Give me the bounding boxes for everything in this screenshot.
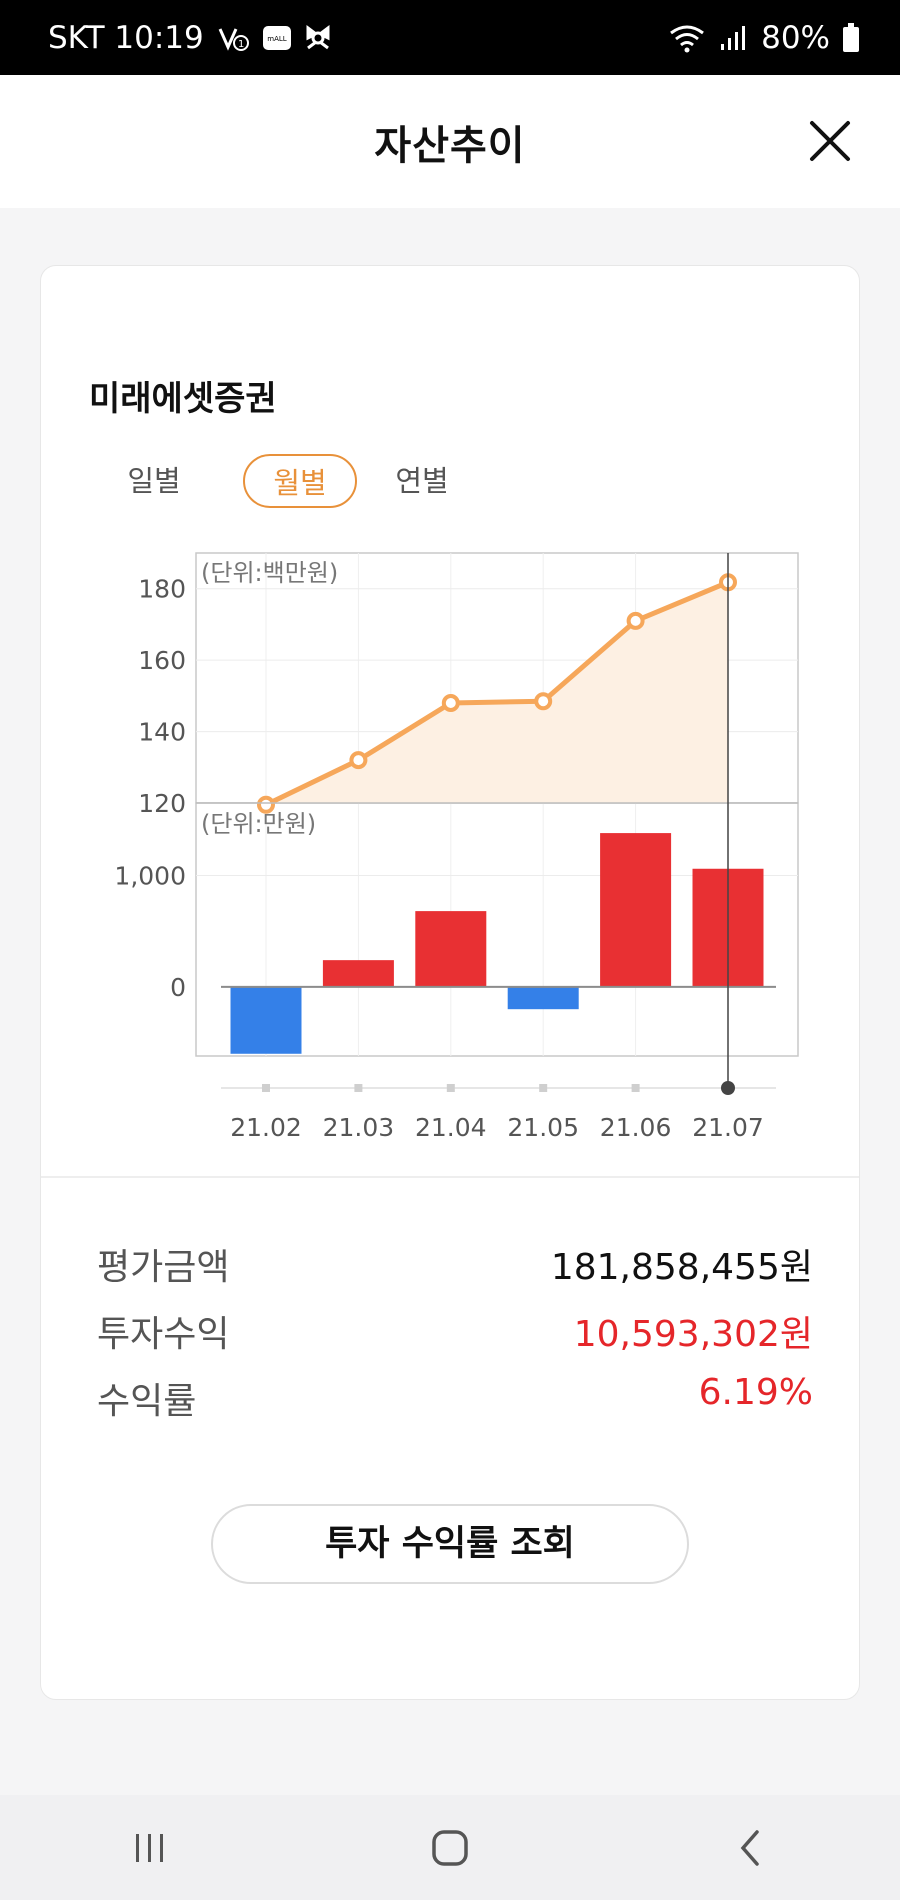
slider-marker <box>539 1084 548 1092</box>
bar <box>322 960 394 987</box>
slider-selected-marker <box>721 1081 735 1095</box>
back-icon <box>740 1829 759 1866</box>
profit-value: 10,593,302원 <box>573 1314 813 1355</box>
home-icon <box>432 1829 468 1866</box>
summary-row-profit: 투자수익 10,593,302원 <box>97 1305 813 1355</box>
mall-badge-text: mALL <box>267 35 287 43</box>
tab-daily[interactable]: 일별 <box>127 464 181 498</box>
slider-marker <box>262 1084 270 1092</box>
asset-trend-card: 미래에셋증권 일별 월별 연별 180 160 140 120 1,000 0 (단위:백만… <box>40 265 860 1700</box>
line-chart-area <box>266 582 728 805</box>
page-title: 자산추이 <box>374 122 526 169</box>
view-return-rate-button[interactable]: 투자 수익률 조회 <box>211 1504 689 1584</box>
status-right: 80% <box>667 20 860 56</box>
bar-chart-y-tick: 1,000 <box>114 861 186 890</box>
status-left: SKT 10:19 1 mALL <box>48 20 332 56</box>
call-status-icon: 1 <box>216 23 250 53</box>
line-chart-unit-label: (단위:백만원) <box>201 559 338 587</box>
slider-marker <box>446 1084 455 1092</box>
period-tabs: 일별 월별 연별 <box>119 454 519 514</box>
valuation-value: 181,858,455원 <box>550 1247 813 1288</box>
line-chart-y-tick: 140 <box>138 718 186 747</box>
mall-app-icon: mALL <box>262 25 292 51</box>
header: 자산추이 <box>0 75 900 208</box>
recent-apps-icon <box>136 1833 163 1862</box>
summary-row-valuation: 평가금액 181,858,455원 <box>97 1238 813 1288</box>
tab-yearly[interactable]: 연별 <box>395 464 449 498</box>
carrier-time: SKT 10:19 <box>48 19 204 56</box>
valuation-label: 평가금액 <box>97 1247 230 1288</box>
divider <box>41 1176 859 1178</box>
x-axis-label: 21.04 <box>415 1113 487 1142</box>
status-bar: SKT 10:19 1 mALL 80% <box>0 0 900 75</box>
bar <box>600 833 672 987</box>
line-chart-point <box>441 694 460 712</box>
recent-apps-button[interactable] <box>110 1808 190 1888</box>
tab-monthly[interactable]: 월별 <box>243 454 357 508</box>
return-rate-value: 6.19% <box>698 1372 813 1413</box>
wifi-icon <box>667 23 707 53</box>
profit-label: 투자수익 <box>97 1314 230 1355</box>
bar <box>507 986 579 1010</box>
close-button[interactable] <box>806 117 854 165</box>
bar <box>415 911 487 987</box>
back-button[interactable] <box>710 1808 790 1888</box>
line-chart-series <box>264 579 729 808</box>
x-axis-label: 21.02 <box>230 1113 302 1142</box>
summary-row-return-rate: 수익률 6.19% <box>97 1372 813 1422</box>
line-chart-y-tick: 180 <box>138 575 186 604</box>
slider-marker <box>354 1084 363 1092</box>
bar <box>230 986 302 1054</box>
return-rate-label: 수익률 <box>97 1381 197 1422</box>
account-name: 미래에셋증권 <box>89 379 277 419</box>
system-nav-bar <box>0 1795 900 1900</box>
signal-icon <box>719 24 749 52</box>
x-axis-label: 21.07 <box>692 1113 764 1142</box>
svg-text:1: 1 <box>238 39 244 50</box>
app-notification-icon <box>304 24 332 52</box>
bar-chart-y-tick: 0 <box>170 973 186 1002</box>
slider-marker <box>631 1084 640 1092</box>
x-axis-label: 21.03 <box>323 1113 395 1142</box>
bar-chart-unit-label: (단위:만원) <box>201 810 316 838</box>
line-chart-y-tick: 160 <box>138 646 186 675</box>
line-chart-point <box>257 795 275 814</box>
line-chart-point <box>626 611 645 630</box>
x-axis-label: 21.05 <box>507 1113 579 1142</box>
asset-chart[interactable]: 180 160 140 120 1,000 0 (단위:백만원) (단위:만원) 21.02 21… <box>41 266 861 1176</box>
close-icon <box>810 121 850 161</box>
home-button[interactable] <box>410 1808 490 1888</box>
battery-icon <box>842 22 860 53</box>
x-axis-label: 21.06 <box>600 1113 672 1142</box>
line-chart-point <box>349 751 368 770</box>
battery-percent: 80% <box>761 19 830 56</box>
line-chart-point <box>534 692 553 711</box>
line-chart-y-tick: 120 <box>138 789 186 818</box>
